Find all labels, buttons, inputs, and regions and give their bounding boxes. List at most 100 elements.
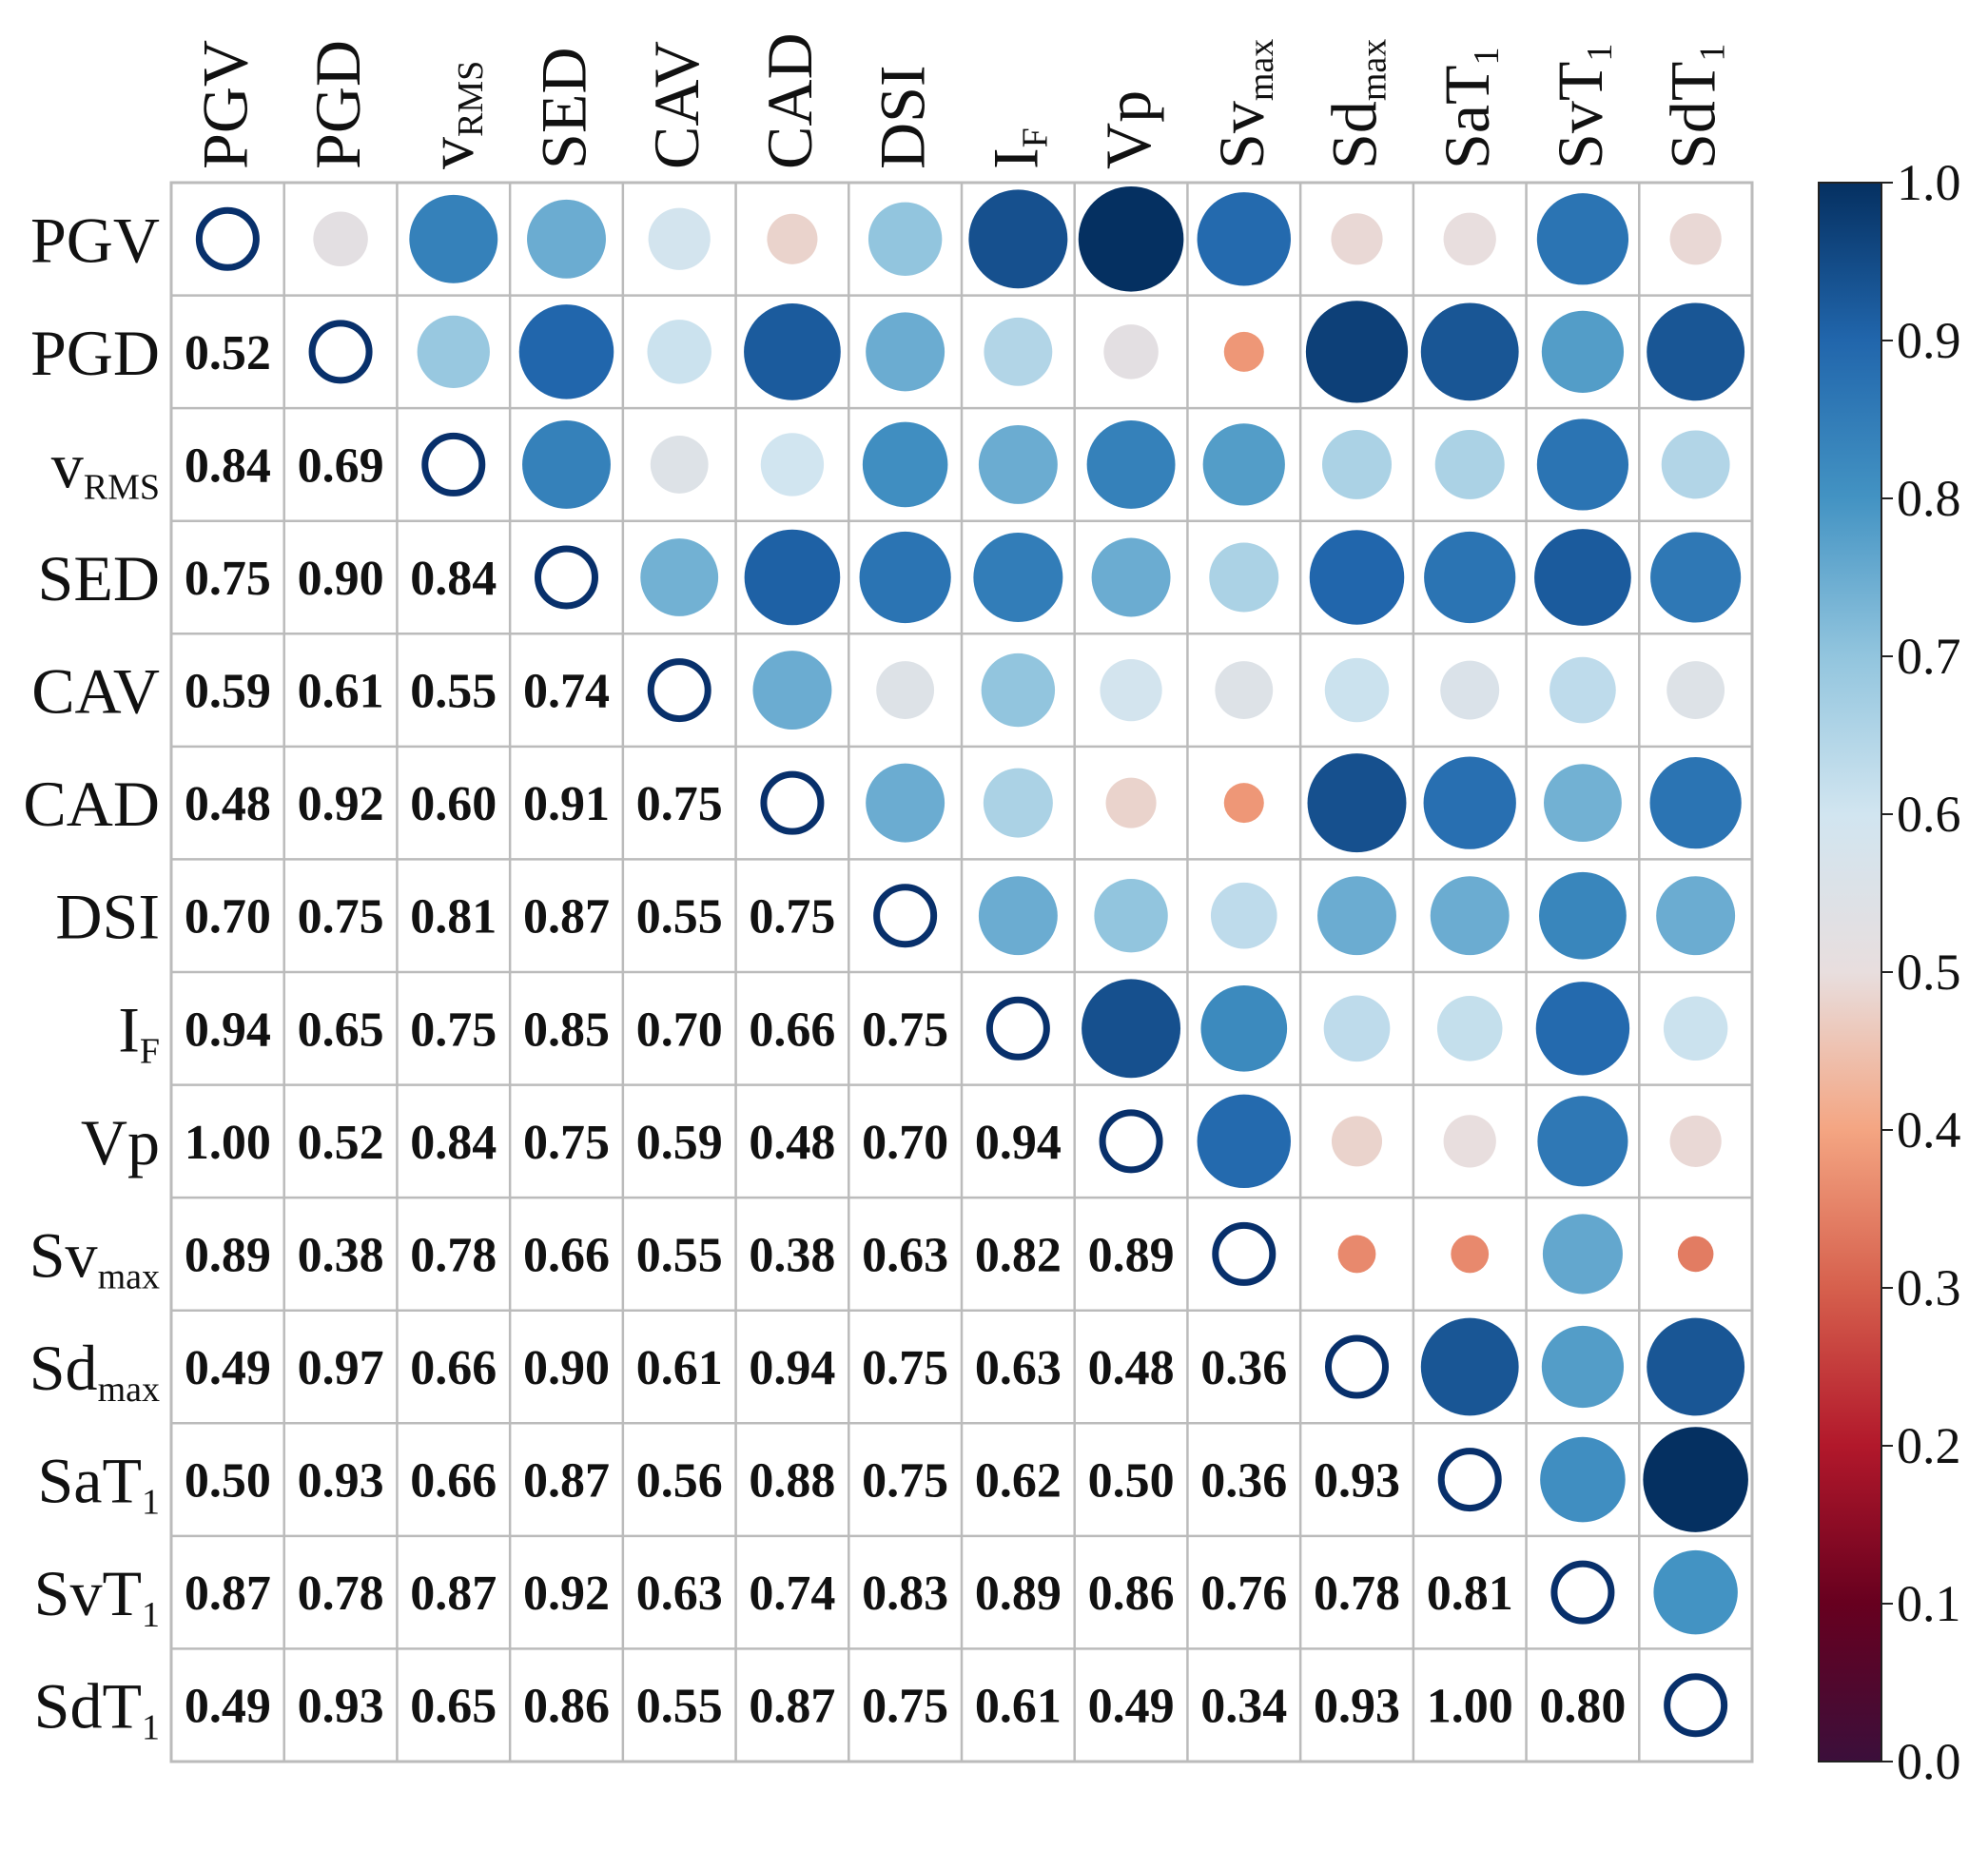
correlation-circle [866,763,945,843]
correlation-circle [1197,1094,1291,1189]
correlation-value: 0.55 [636,1228,723,1282]
correlation-circle [1215,661,1274,719]
column-labels: PGV PGD vRMS SED CAV CAD DSI IF Vp Svmax Sdmax SaT1… [188,32,1732,169]
correlation-value: 0.75 [862,1680,948,1734]
diagonal-ring [1099,1109,1163,1174]
correlation-value: 0.66 [523,1228,610,1282]
correlation-circle [648,207,711,270]
correlation-circle [1643,1427,1748,1532]
correlation-circle [1420,1317,1519,1416]
correlation-circle [1436,996,1503,1061]
correlation-value: 0.66 [749,1003,835,1057]
column-label: Vp [1092,90,1164,169]
correlation-circle [1443,212,1496,265]
correlation-value: 0.94 [975,1116,1062,1170]
correlation-value: 0.91 [523,777,610,831]
correlation-circle [876,661,935,719]
correlation-value: 0.89 [975,1567,1062,1621]
correlation-value: 0.48 [185,777,271,831]
correlation-circle [978,424,1058,504]
correlation-circle [1661,430,1730,499]
correlation-value: 0.75 [523,1116,610,1170]
correlation-value: 0.65 [298,1003,384,1057]
correlation-circle [1086,419,1176,509]
correlation-value: 0.65 [410,1680,497,1734]
correlation-circle [1440,660,1500,720]
correlation-value: 0.92 [298,777,384,831]
column-label: SvT1 [1544,44,1620,169]
correlation-value: 0.94 [185,1003,271,1057]
correlation-circle [1105,777,1157,828]
correlation-circle [744,529,841,626]
correlation-value: 0.70 [185,890,271,944]
correlation-circle [1451,1235,1490,1274]
correlation-value: 0.84 [185,438,271,493]
correlation-value: 0.78 [1314,1567,1400,1621]
correlation-value: 0.49 [185,1680,271,1734]
colorbar-tick-label: 0.5 [1897,944,1961,1001]
correlation-circle [1540,1436,1626,1523]
correlation-value: 0.36 [1200,1341,1287,1395]
correlation-circle [1423,756,1516,849]
colorbar-tick-label: 1.0 [1897,154,1961,211]
correlation-value: 0.66 [410,1341,497,1395]
column-label: CAV [640,41,712,169]
correlation-circle [1656,876,1736,956]
correlation-value: 0.78 [410,1228,497,1282]
correlation-value: 0.48 [1088,1341,1175,1395]
correlation-value: 0.52 [185,326,271,380]
correlation-circle [968,189,1068,289]
correlation-circle [866,312,945,392]
colorbar-tick-label: 0.9 [1897,312,1961,369]
colorbar-tick-label: 0.8 [1897,470,1961,527]
correlation-circle [1669,1115,1722,1167]
column-label: Svmax [1205,39,1281,169]
correlation-value: 0.92 [523,1567,610,1621]
correlation-value: 0.93 [1314,1454,1400,1509]
correlation-value: 0.55 [636,890,723,944]
correlation-circle [983,768,1053,838]
correlation-circle [1324,657,1390,723]
correlation-circle [1223,331,1264,372]
correlation-value: 0.38 [298,1228,384,1282]
correlation-circle [978,876,1058,956]
correlation-circle [313,211,368,267]
column-label: PGD [302,40,374,169]
column-label: vRMS [415,61,491,169]
correlation-circle [862,421,948,508]
correlation-circle [1420,302,1519,401]
correlation-circle [981,652,1056,728]
column-label: CAD [753,32,826,169]
correlation-value: 0.75 [298,890,384,944]
row-label: CAD [23,768,160,840]
correlation-circle [1103,324,1159,380]
correlation-value: 0.93 [298,1680,384,1734]
correlation-value: 1.00 [1427,1680,1513,1734]
correlation-value: 0.61 [975,1680,1062,1734]
correlation-value: 0.74 [523,665,610,719]
correlation-value: 0.36 [1200,1454,1287,1509]
row-label: CAV [31,655,160,728]
correlation-circle [527,199,606,279]
correlation-value: 0.52 [298,1116,384,1170]
correlation-circle [1337,1235,1376,1274]
correlation-value: 0.49 [1088,1680,1175,1734]
correlation-circle [1424,531,1516,624]
diagonal-ring [760,770,825,835]
grid-lines [169,181,1754,1763]
row-label: PGD [30,317,160,389]
correlation-circle [1666,661,1725,719]
row-label: DSI [55,881,160,953]
diagonal-ring [1325,1334,1389,1399]
correlation-circle [744,302,841,400]
correlation-circle [1443,1115,1496,1168]
row-labels: PGV PGD vRMS SED CAV CAD DSI IF Vp Svmax Sdmax SaT1… [23,204,160,1747]
correlation-value: 0.82 [975,1228,1062,1282]
correlation-value: 0.75 [636,777,723,831]
correlation-circle [1209,542,1279,613]
correlation-circle [1317,876,1396,956]
column-label: IF [979,127,1055,169]
correlation-value: 0.63 [975,1341,1062,1395]
row-label: SED [38,542,160,614]
correlation-circle [1091,537,1171,617]
